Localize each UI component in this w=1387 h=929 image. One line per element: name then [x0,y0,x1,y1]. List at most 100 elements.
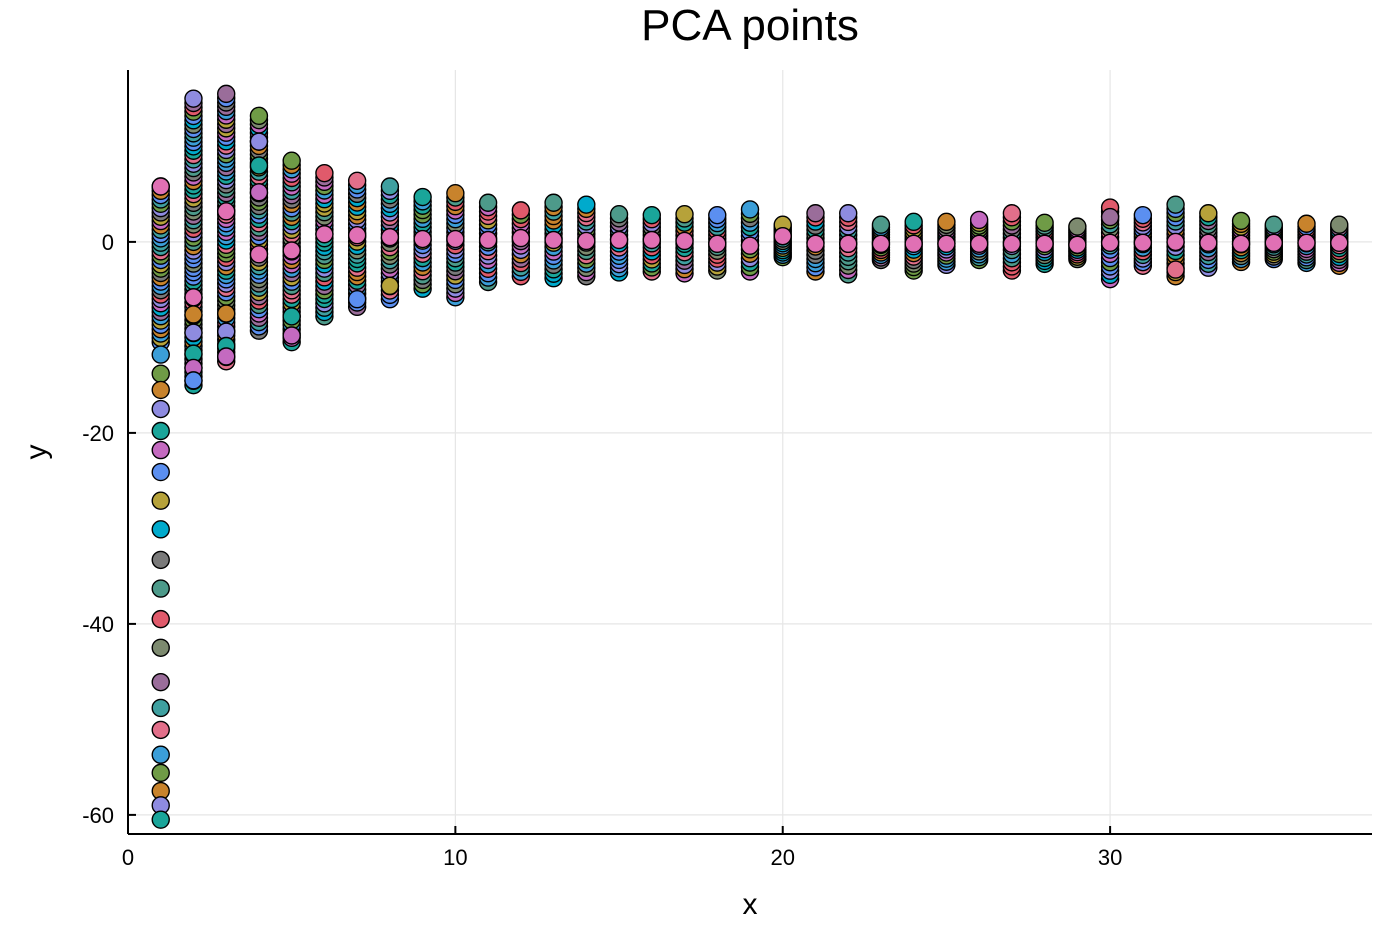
data-point [217,347,236,366]
data-point [151,462,170,482]
mean-point [1100,233,1120,253]
data-point [1297,214,1316,233]
mean-point [184,288,203,307]
mean-point [217,202,236,221]
data-point [184,305,203,324]
mean-point [511,228,531,248]
data-point [151,745,170,764]
data-point [151,440,170,460]
data-point [151,421,170,441]
data-point [380,276,400,296]
mean-point [609,230,629,250]
chart-title: PCA points [641,1,859,50]
data-point [151,491,170,510]
mean-point [380,227,400,247]
mean-point [839,234,858,254]
mean-point [478,230,498,250]
data-point [282,326,301,345]
mean-point [1166,232,1185,252]
mean-point [413,229,432,249]
mean-point [1264,233,1283,253]
data-point [151,380,170,400]
x-axis-label: x [743,888,758,921]
data-point [1035,213,1054,233]
mean-point [446,229,465,249]
data-point [217,304,236,323]
mean-point [740,236,760,255]
data-point [1068,217,1087,236]
data-point [642,205,661,225]
mean-point [544,230,563,250]
mean-point [904,234,923,254]
data-point [249,106,269,126]
data-point [151,810,170,829]
data-point [675,205,694,224]
data-point [151,579,170,598]
data-point [151,609,170,629]
points-layer [151,84,1349,829]
mean-point [282,241,301,260]
y-tick-label: -60 [82,803,114,828]
data-point [1264,215,1283,234]
data-point [577,195,596,214]
data-point [151,520,170,539]
data-point [1002,204,1022,223]
mean-point [937,234,956,254]
grid [127,70,1372,834]
data-point [347,290,367,309]
data-point [1133,205,1153,225]
data-point [708,205,727,225]
y-tick-label: 0 [102,230,114,255]
axes [127,70,1372,835]
data-point [151,345,170,364]
mean-point [1068,235,1087,254]
data-point [1166,195,1185,214]
data-point [151,672,170,692]
data-point [151,550,170,570]
data-point [839,204,858,223]
data-point [151,638,170,657]
mean-point [347,226,367,245]
data-point [1231,211,1251,231]
data-point [806,204,825,223]
mean-point [151,177,170,196]
y-tick-label: -40 [82,612,114,637]
mean-point [1035,234,1054,254]
data-point [478,193,498,212]
data-point [249,183,269,202]
data-point [249,156,269,175]
data-point [740,200,760,219]
data-point [904,212,923,232]
data-point [609,205,629,224]
data-point [1100,207,1120,227]
mean-point [969,234,989,254]
data-point [151,763,170,783]
data-point [446,183,465,203]
y-tick-label: -20 [82,421,114,446]
data-point [217,84,236,104]
data-point [282,307,301,326]
mean-point [1330,233,1349,253]
mean-point [708,234,727,254]
mean-point [315,225,334,244]
data-point [511,201,531,220]
data-point [1199,204,1218,223]
data-point [413,187,432,207]
data-point [315,163,334,183]
data-point [1166,260,1185,279]
data-point [937,212,956,232]
mean-point [1297,233,1316,253]
mean-point [249,245,269,264]
y-axis-label: y [20,445,53,460]
data-point [1330,215,1349,234]
mean-point [871,234,891,254]
mean-point [1133,233,1153,253]
mean-point [806,234,825,254]
mean-point [675,231,694,251]
x-tick-label: 0 [122,845,134,870]
data-point [151,399,170,419]
data-point [151,698,170,718]
mean-point [1231,234,1251,254]
data-point [969,210,989,230]
